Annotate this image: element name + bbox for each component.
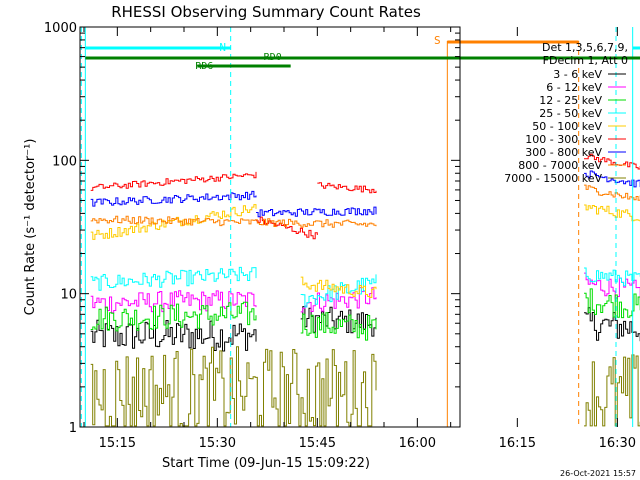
legend-header-line: Det 1,3,5,6,7,9, (542, 41, 628, 54)
series-5-segment-3 (584, 153, 640, 170)
series-2-segment-0 (90, 301, 257, 332)
legend-header-line: FDecim 1, Att 0 (543, 54, 628, 67)
series-8 (90, 346, 640, 427)
series-8-segment-1 (584, 354, 640, 427)
series-4-segment-0 (90, 204, 257, 240)
night-label: N (219, 41, 226, 54)
marker-layer: N S RD0 RD6 (80, 27, 640, 427)
series-4 (90, 204, 640, 298)
x-tick-label: 16:30 (599, 436, 636, 451)
series-2-segment-1 (300, 312, 377, 341)
x-tick-label: 15:30 (199, 436, 236, 451)
series-3-segment-2 (584, 267, 640, 287)
rd0-label: RD0 (264, 52, 282, 63)
legend-entry-label: 6 - 12 keV (546, 81, 602, 94)
legend-entry-label: 3 - 6 keV (553, 68, 602, 81)
series-1-segment-2 (584, 272, 640, 300)
series-0-segment-2 (584, 307, 640, 342)
series-7-segment-1 (584, 184, 640, 201)
y-axis-label: Count Rate (s⁻¹ detector⁻¹) (23, 139, 38, 316)
axes-layer: 15:1515:3015:4516:0016:1516:3016:4511010… (44, 21, 636, 451)
saa-label: S (434, 34, 441, 47)
series-7 (90, 184, 640, 228)
plot-frame (79, 26, 461, 428)
series-6-segment-0 (90, 190, 257, 207)
chart-title: RHESSI Observing Summary Count Rates (111, 3, 421, 21)
series-4-segment-1 (300, 276, 377, 298)
legend-entry-label: 7000 - 15000 keV (504, 172, 602, 185)
series-6-segment-2 (584, 170, 640, 188)
x-tick-label: 16:00 (399, 436, 436, 451)
y-tick-label: 1 (69, 421, 77, 436)
legend-entry-label: 300 - 800 keV (525, 146, 602, 159)
series-6-segment-1 (256, 206, 377, 218)
series-4-segment-2 (584, 204, 640, 222)
series-5 (90, 153, 640, 240)
series-2-segment-2 (584, 288, 640, 319)
legend-entry-label: 50 - 100 keV (532, 120, 602, 133)
y-tick-label: 100 (52, 154, 77, 169)
series-5-segment-0 (90, 171, 257, 191)
y-tick-label: 1000 (44, 21, 77, 36)
timestamp-label: 26-Oct-2021 15:57 (560, 469, 636, 478)
y-tick-label: 10 (60, 288, 77, 303)
legend-entry-label: 12 - 25 keV (539, 94, 602, 107)
x-axis-label: Start Time (09-Jun-15 15:09:22) (162, 456, 370, 471)
legend-entry-label: 25 - 50 keV (539, 107, 602, 120)
data-layer (90, 153, 640, 427)
legend: Det 1,3,5,6,7,9,FDecim 1, Att 03 - 6 keV… (504, 41, 628, 185)
legend-entry-label: 800 - 7000 keV (518, 159, 602, 172)
series-5-segment-1 (256, 216, 318, 240)
legend-entry-label: 100 - 300 keV (525, 133, 602, 146)
series-2 (90, 288, 640, 341)
x-tick-label: 15:15 (99, 436, 136, 451)
series-5-segment-2 (317, 182, 377, 194)
rd6-label: RD6 (195, 61, 213, 72)
series-6 (90, 170, 640, 218)
series-8-segment-0 (90, 346, 377, 427)
series-1-segment-0 (90, 290, 257, 314)
series-3-segment-0 (90, 266, 257, 291)
x-tick-label: 15:45 (299, 436, 336, 451)
x-tick-label: 16:15 (499, 436, 536, 451)
series-7-segment-0 (90, 215, 377, 228)
series-0-segment-0 (90, 319, 257, 352)
